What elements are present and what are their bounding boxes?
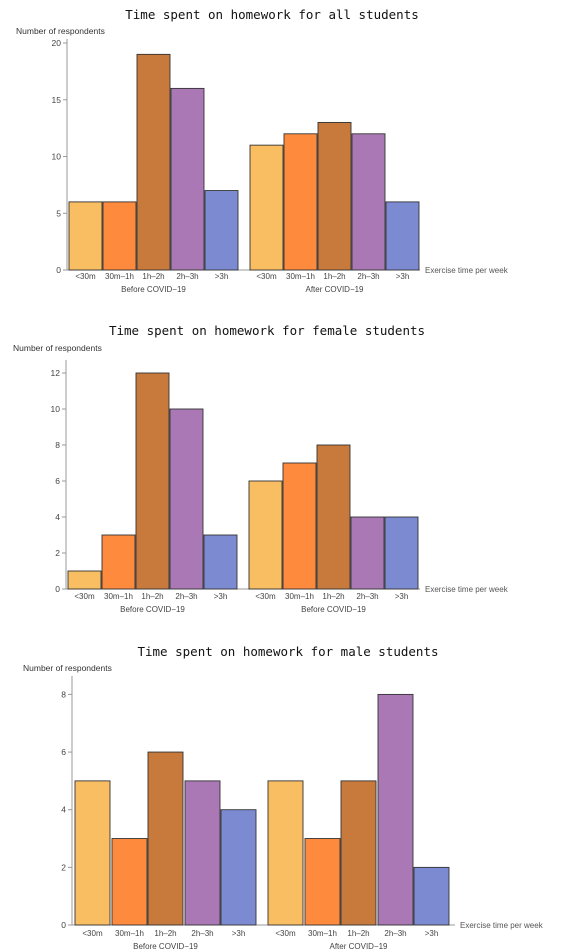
y-tick-label: 8 [55,440,60,450]
category-tick-label: 1h–2h [141,592,163,601]
bar [170,87,205,271]
y-tick-label: 4 [61,805,66,815]
category-tick-label: 30m–1h [104,592,133,601]
bar [135,372,170,590]
y-axis-label: Number of respondents [16,26,105,36]
category-tick-label: 2h–3h [176,272,198,281]
category-tick-label: <30m [74,592,95,601]
category-tick-label: 30m–1h [308,929,337,938]
category-tick-label: 2h–3h [356,592,378,601]
bar [384,516,419,590]
chart-title: Time spent on homework for male students [137,644,438,659]
category-tick-label: >3h [396,272,410,281]
y-tick-label: 20 [52,38,62,48]
y-tick-label: 10 [52,152,62,162]
y-tick-label: 12 [51,368,61,378]
bar [385,201,420,271]
category-tick-label: 1h–2h [347,929,369,938]
category-tick-label: 30m–1h [105,272,134,281]
y-tick-label: 6 [61,747,66,757]
category-tick-label: 2h–3h [357,272,379,281]
category-tick-label: >3h [232,929,246,938]
x-axis-label: Exercise time per week [460,921,544,930]
bar [220,809,257,926]
bar [304,838,341,926]
category-tick-label: <30m [275,929,296,938]
category-tick-label: 1h–2h [154,929,176,938]
chart-3: Time spent on homework for male students… [23,644,544,951]
category-tick-label: <30m [256,272,277,281]
category-tick-label: >3h [425,929,439,938]
bar [136,53,171,271]
y-axis-label: Number of respondents [13,343,102,353]
y-tick-label: 10 [51,404,61,414]
bar [204,190,239,271]
bar [351,133,386,271]
bar [267,780,304,926]
bar [413,866,450,926]
category-tick-label: 1h–2h [323,272,345,281]
group-label: Before COVID−19 [301,605,366,614]
y-tick-label: 0 [61,920,66,930]
bar [102,201,137,271]
bar [111,838,148,926]
chart-1: Time spent on homework for all students N… [16,7,509,294]
y-axis-label: Number of respondents [23,663,112,673]
y-tick-label: 4 [55,512,60,522]
bar [203,534,238,590]
category-tick-label: <30m [255,592,276,601]
chart-2: Time spent on homework for female studen… [13,323,509,614]
category-tick-label: <30m [82,929,103,938]
group-label: After COVID−19 [305,285,364,294]
bar [350,516,385,590]
category-tick-label: 2h–3h [191,929,213,938]
y-tick-label: 15 [52,95,62,105]
y-tick-label: 0 [56,265,61,275]
bar [74,780,111,926]
chart-title: Time spent on homework for female studen… [109,323,425,338]
y-tick-label: 2 [61,862,66,872]
bar [68,201,103,271]
bar [316,444,351,590]
bar [317,121,352,271]
category-tick-label: 2h–3h [384,929,406,938]
y-tick-label: 5 [56,208,61,218]
y-tick-label: 6 [55,476,60,486]
category-tick-label: 30m–1h [115,929,144,938]
category-tick-label: >3h [395,592,409,601]
bar [283,133,318,271]
chart-title: Time spent on homework for all students [125,7,419,22]
category-tick-label: 1h–2h [142,272,164,281]
bar [169,408,204,590]
group-label: After COVID−19 [329,942,388,951]
category-tick-label: 30m–1h [285,592,314,601]
bar [377,693,414,926]
bar [340,780,377,926]
group-label: Before COVID−19 [121,285,186,294]
bar [147,751,184,926]
category-tick-label: >3h [215,272,229,281]
x-axis-label: Exercise time per week [425,585,509,594]
group-label: Before COVID−19 [120,605,185,614]
category-tick-label: >3h [214,592,228,601]
category-tick-label: 2h–3h [175,592,197,601]
category-tick-label: 1h–2h [322,592,344,601]
x-axis-label: Exercise time per week [425,266,509,275]
bar [67,570,102,590]
bar [184,780,221,926]
category-tick-label: <30m [75,272,96,281]
y-tick-label: 8 [61,689,66,699]
bar [101,534,136,590]
bar [249,144,284,271]
y-tick-label: 0 [55,584,60,594]
bar [282,462,317,590]
group-label: Before COVID−19 [133,942,198,951]
y-tick-label: 2 [55,548,60,558]
category-tick-label: 30m–1h [286,272,315,281]
bar [248,480,283,590]
